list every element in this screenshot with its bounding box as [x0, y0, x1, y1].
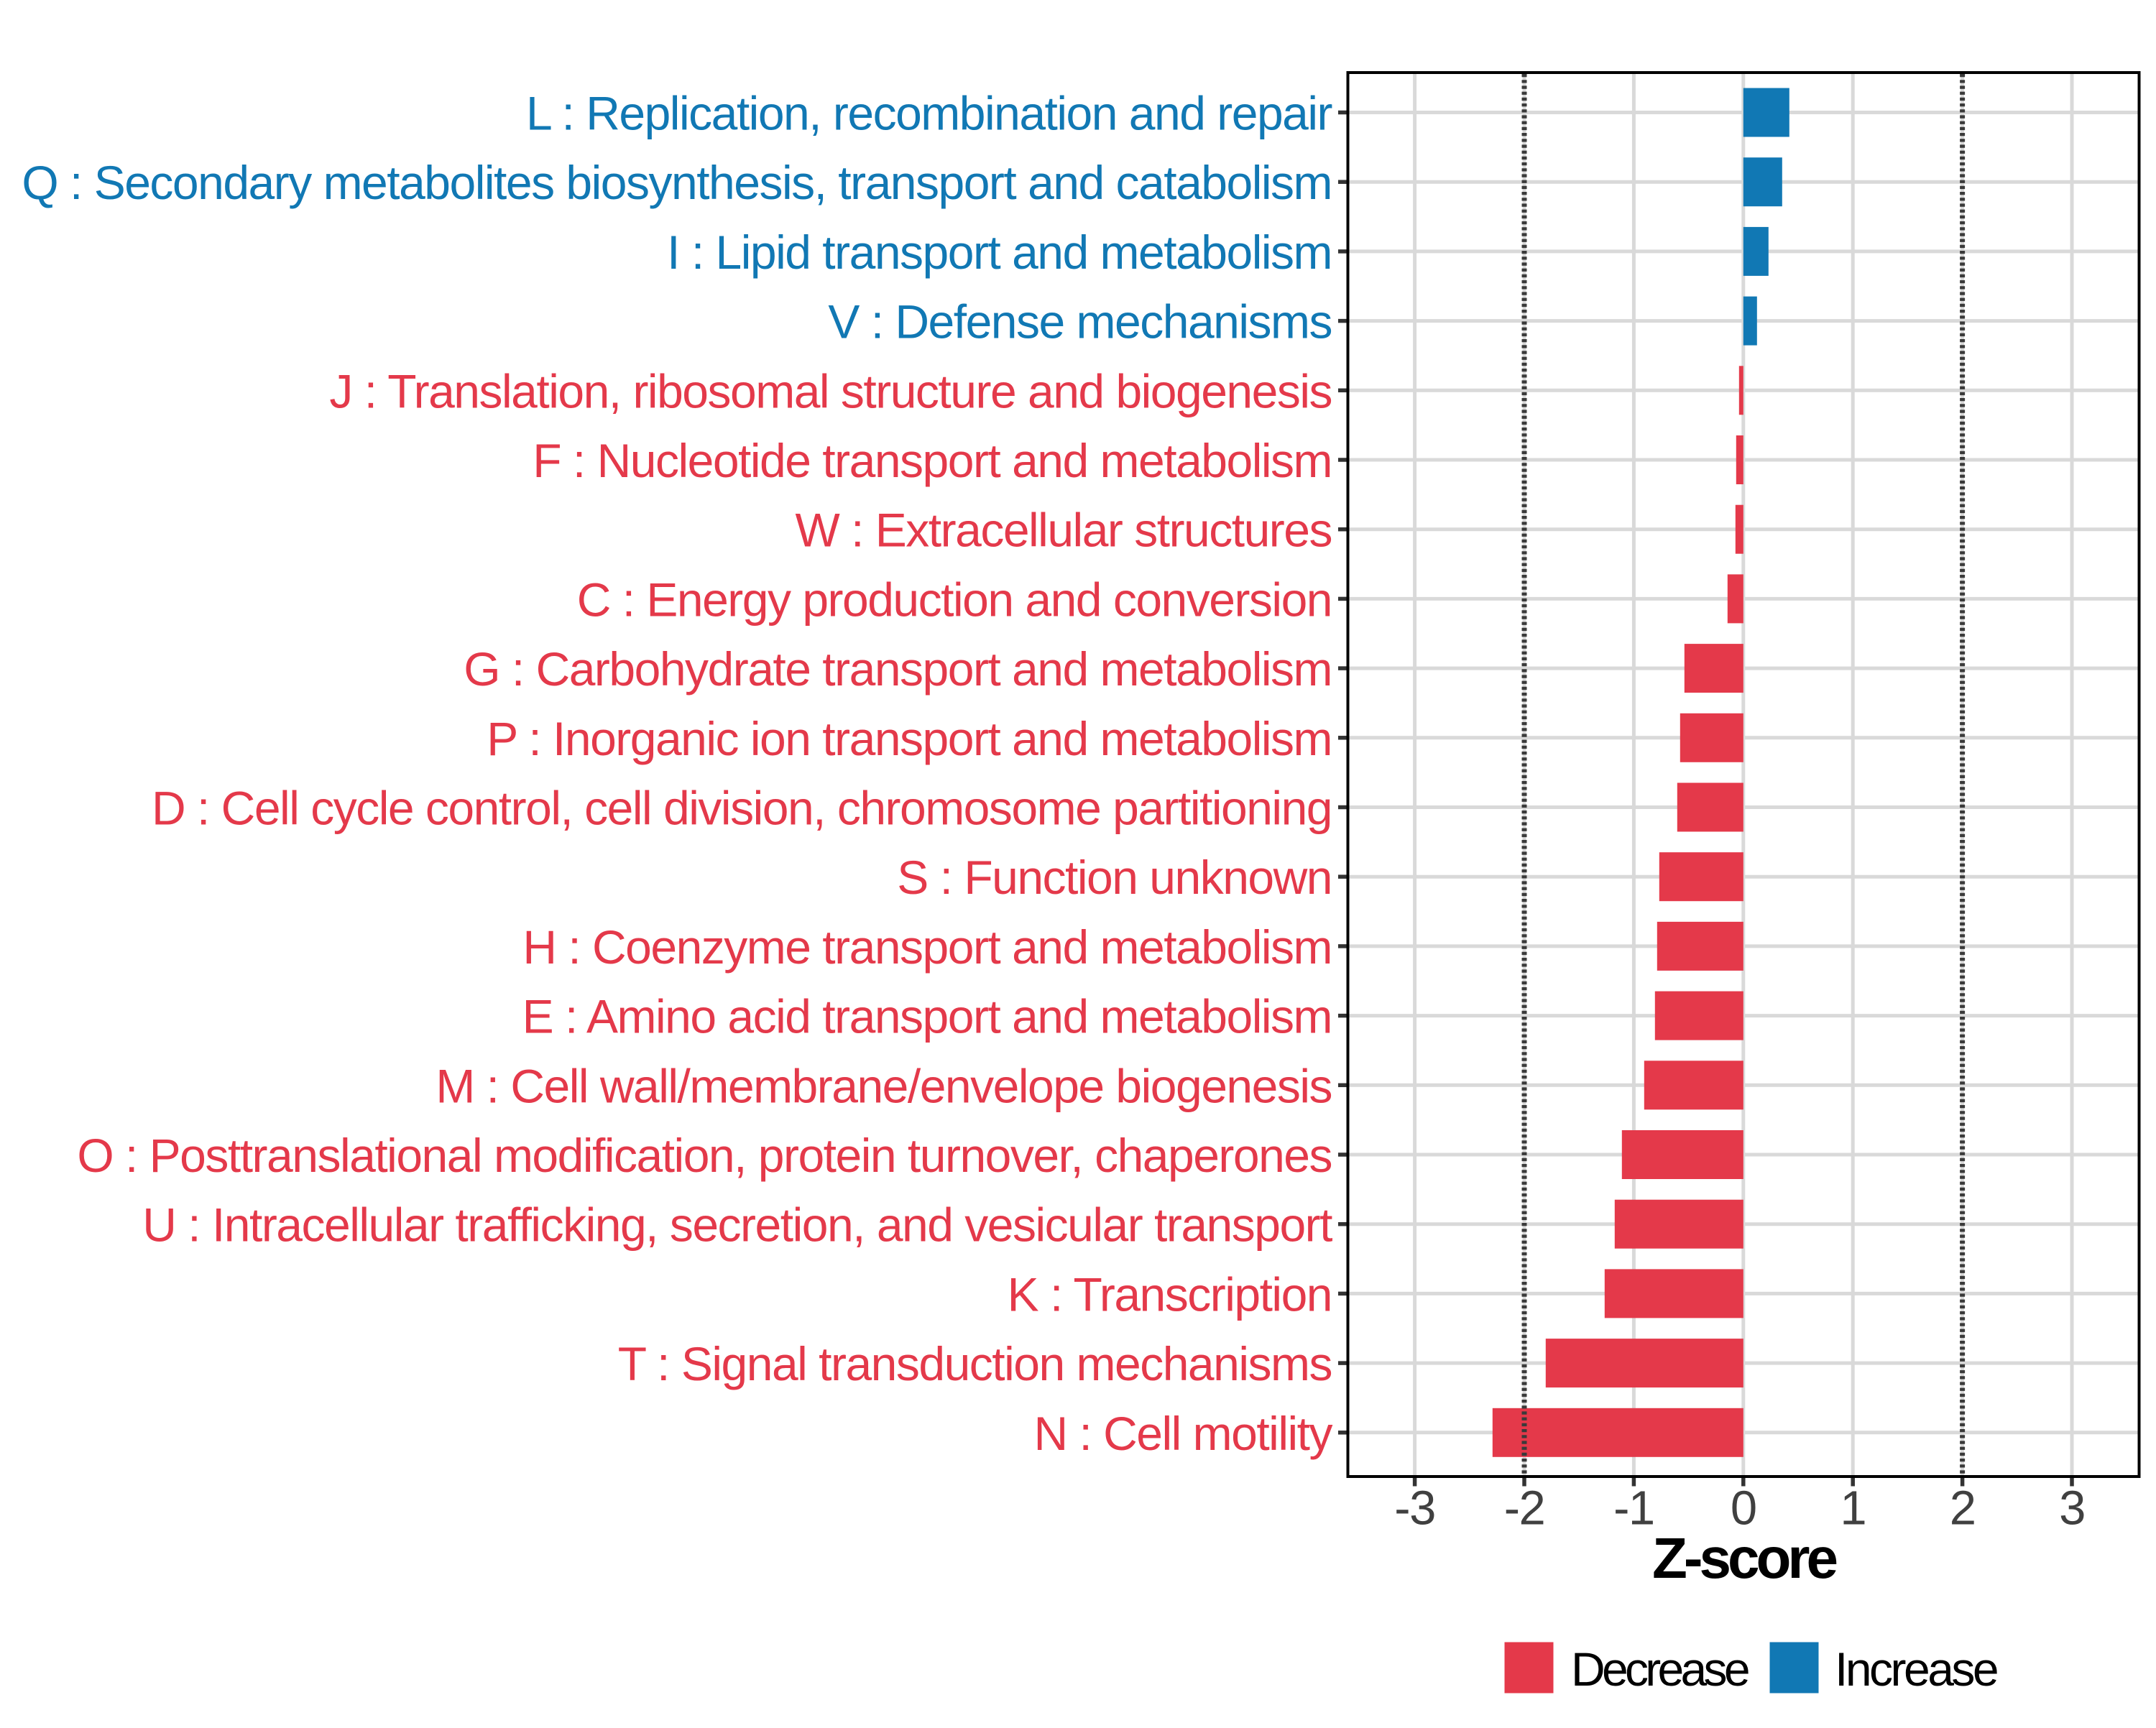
svg-text:0: 0: [1731, 1482, 1756, 1535]
svg-text:J : Translation, ribosomal str: J : Translation, ribosomal structure and…: [329, 364, 1332, 417]
svg-text:K : Transcription: K : Transcription: [1008, 1267, 1332, 1321]
svg-text:-2: -2: [1504, 1482, 1545, 1535]
svg-text:U : Intracellular trafficking,: U : Intracellular trafficking, secretion…: [142, 1198, 1332, 1252]
svg-text:H : Coenzyme transport and met: H : Coenzyme transport and metabolism: [522, 920, 1332, 974]
svg-text:F : Nucleotide transport and m: F : Nucleotide transport and metabolism: [533, 434, 1332, 487]
svg-text:G : Carbohydrate transport and: G : Carbohydrate transport and metabolis…: [464, 642, 1332, 696]
svg-text:S : Function unknown: S : Function unknown: [897, 851, 1332, 904]
svg-text:W : Extracellular structures: W : Extracellular structures: [795, 504, 1332, 557]
svg-text:-3: -3: [1394, 1482, 1435, 1535]
svg-text:1: 1: [1840, 1482, 1866, 1535]
svg-text:Q : Secondary metabolites bios: Q : Secondary metabolites biosynthesis, …: [22, 156, 1332, 209]
svg-text:Decrease: Decrease: [1571, 1642, 1749, 1696]
svg-text:N : Cell motility: N : Cell motility: [1033, 1407, 1332, 1460]
svg-text:2: 2: [1950, 1482, 1976, 1535]
svg-text:D : Cell cycle control, cell d: D : Cell cycle control, cell division, c…: [152, 782, 1332, 835]
svg-text:V : Defense mechanisms: V : Defense mechanisms: [828, 295, 1332, 348]
svg-text:M : Cell wall/membrane/envelop: M : Cell wall/membrane/envelope biogenes…: [436, 1059, 1332, 1112]
svg-text:-1: -1: [1613, 1482, 1654, 1535]
svg-text:L : Replication, recombination: L : Replication, recombination and repai…: [526, 87, 1332, 140]
svg-text:Z-score: Z-score: [1652, 1526, 1836, 1590]
svg-text:Increase: Increase: [1835, 1642, 1997, 1696]
svg-text:3: 3: [2059, 1482, 2085, 1535]
svg-text:E : Amino acid transport and m: E : Amino acid transport and metabolism: [522, 990, 1332, 1043]
svg-text:P : Inorganic ion transport an: P : Inorganic ion transport and metaboli…: [487, 712, 1332, 765]
svg-text:C : Energy production and conv: C : Energy production and conversion: [577, 573, 1332, 626]
svg-text:I : Lipid transport and metabo: I : Lipid transport and metabolism: [667, 226, 1332, 279]
svg-text:O : Posttranslational modifica: O : Posttranslational modification, prot…: [77, 1129, 1332, 1182]
svg-text:T : Signal transduction mechan: T : Signal transduction mechanisms: [618, 1337, 1332, 1390]
